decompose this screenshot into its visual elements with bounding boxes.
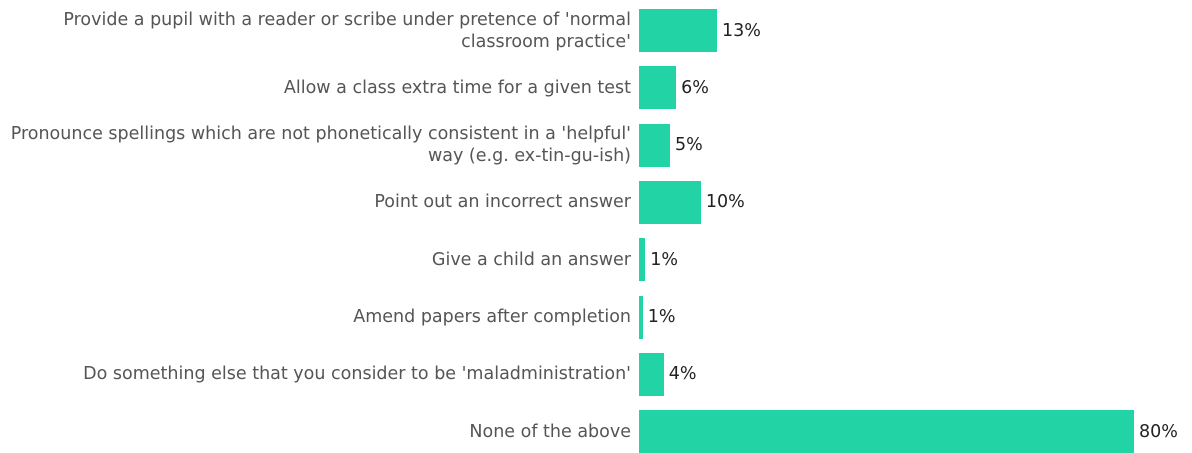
- value-label: 1%: [650, 249, 678, 270]
- category-label: Do something else that you consider to b…: [83, 364, 631, 385]
- bar: [639, 410, 1134, 453]
- category-label: None of the above: [469, 421, 631, 442]
- category-label: Allow a class extra time for a given tes…: [283, 77, 631, 98]
- category-label: Pronounce spellings which are not phonet…: [10, 124, 631, 167]
- value-label: 80%: [1139, 421, 1178, 442]
- bar: [639, 352, 664, 396]
- value-label: 10%: [705, 192, 745, 213]
- category-label: Amend papers after completion: [353, 307, 631, 327]
- category-label: Provide a pupil with a reader or scribe …: [63, 9, 631, 52]
- category-label: Give a child an answer: [431, 249, 631, 270]
- bar: [639, 9, 717, 52]
- category-label: Point out an incorrect answer: [374, 192, 631, 213]
- value-label: 4%: [668, 364, 697, 385]
- value-label: 13%: [721, 20, 761, 41]
- value-label: 5%: [674, 135, 703, 156]
- bar: [639, 238, 646, 282]
- bar: [639, 180, 701, 224]
- value-label: 6%: [681, 77, 709, 98]
- bar: [639, 123, 670, 167]
- value-label: 1%: [647, 307, 676, 327]
- bar: [639, 295, 643, 339]
- bar: [639, 66, 677, 110]
